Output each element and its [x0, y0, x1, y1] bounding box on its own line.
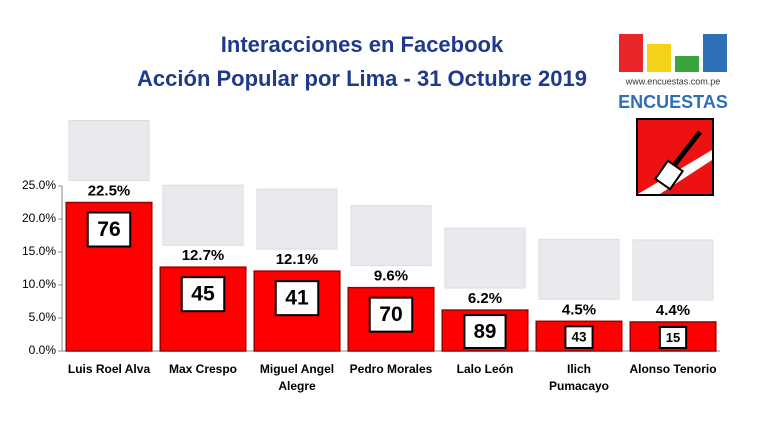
y-tick-label: 25.0%: [22, 178, 56, 192]
x-tick-label: Ilich Pumacayo: [548, 362, 610, 393]
value-label: 12.7%: [182, 247, 225, 264]
x-tick-label: Miguel Angel Alegre: [259, 362, 335, 393]
y-tick-label: 5.0%: [29, 310, 57, 324]
y-tick-label: 20.0%: [22, 211, 56, 225]
number-box: [180, 276, 226, 313]
photo: [350, 205, 432, 267]
chart-title: Interacciones en Facebook: [221, 32, 504, 57]
party-logo: [636, 118, 714, 196]
photo: [632, 239, 714, 301]
y-tick-label: 15.0%: [22, 244, 56, 258]
number-box: [368, 296, 414, 333]
number-box: [463, 314, 507, 349]
number-label: 15: [666, 330, 681, 345]
number-label: 45: [191, 283, 215, 306]
value-label: 6.2%: [468, 290, 502, 307]
value-label: 4.5%: [562, 301, 596, 318]
value-label: 9.6%: [374, 268, 408, 285]
number-label: 89: [474, 321, 497, 343]
x-tick-label: Pedro Morales: [349, 362, 433, 376]
number-label: 70: [379, 303, 402, 326]
number-box: [86, 211, 132, 248]
photo: [444, 227, 526, 289]
value-label: 12.1%: [276, 251, 319, 268]
encuestas-logo: www.encuestas.com.pe ENCUESTAS: [618, 34, 728, 112]
y-tick-label: 10.0%: [22, 277, 56, 291]
number-box: [658, 325, 688, 349]
number-box: [274, 280, 320, 317]
value-label: 22.5%: [88, 182, 131, 199]
chart-subtitle: Acción Popular por Lima - 31 Octubre 201…: [137, 66, 587, 91]
value-label: 4.4%: [656, 302, 690, 319]
photo: [538, 238, 620, 300]
x-tick-label: Luis Roel Alva: [67, 362, 151, 376]
number-label: 43: [572, 330, 587, 345]
logo-url: www.encuestas.com.pe: [625, 76, 721, 86]
photo: [162, 184, 244, 246]
x-tick-label: Max Crespo: [168, 362, 238, 376]
x-tick-label: Lalo León: [456, 362, 514, 376]
number-label: 76: [97, 218, 120, 241]
number-label: 41: [285, 287, 309, 310]
x-tick-label: Alonso Tenorio: [629, 362, 717, 376]
photo: [256, 188, 338, 250]
y-tick-label: 0.0%: [29, 343, 57, 357]
number-box: [564, 325, 594, 349]
photo: [68, 120, 150, 181]
logo-name: ENCUESTAS: [618, 92, 728, 112]
